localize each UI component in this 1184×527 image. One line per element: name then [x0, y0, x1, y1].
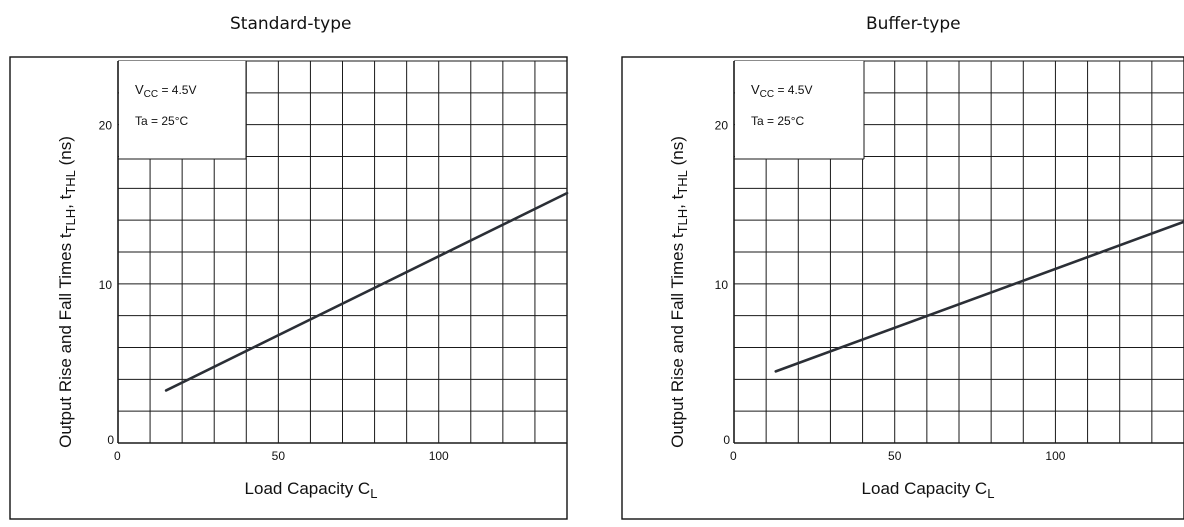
- chart-buffer-type: Buffer-type VCC = 4.5V Ta = 25°C 0 10 20 0 50 1…: [612, 0, 1184, 527]
- x-tick-label: 0: [730, 449, 737, 463]
- x-tick-label: 50: [272, 449, 286, 463]
- annotation-vcc-value: = 4.5V: [774, 83, 812, 97]
- x-tick-label: 0: [114, 449, 121, 463]
- y-tick-label: 0: [107, 433, 114, 447]
- annotation-vcc-sub: CC: [144, 89, 158, 100]
- x-axis-label: Load Capacity CL: [245, 479, 378, 501]
- y-axis-label: Output Rise and Fall Times tTLH, tTHL (n…: [668, 136, 690, 448]
- y-axis-label-sub: THL: [675, 170, 690, 195]
- x-tick-label: 100: [429, 449, 449, 463]
- chart-title: Standard-type: [230, 14, 352, 34]
- annotation-box: [735, 61, 864, 159]
- y-tick-label: 10: [99, 278, 113, 292]
- y-axis-label: Output Rise and Fall Times tTLH, tTHL (n…: [56, 136, 78, 448]
- x-tick-label: 50: [888, 449, 902, 463]
- chart-frame: [621, 56, 1184, 520]
- y-axis-label-mid: , t: [668, 194, 687, 208]
- chart-frame: [9, 56, 568, 520]
- chart-standard-type: Standard-type VCC = 4.5V Ta = 25°C 0 10 20 0 5…: [0, 0, 580, 527]
- chart-title: Buffer-type: [866, 14, 961, 34]
- annotation-ta: Ta = 25°C: [135, 114, 188, 128]
- annotation-vcc-sub: CC: [760, 89, 774, 100]
- x-tick-label: 100: [1045, 449, 1065, 463]
- y-tick-label: 0: [723, 433, 730, 447]
- x-axis-label-sub: L: [370, 486, 377, 501]
- x-axis-label-sub: L: [987, 486, 994, 501]
- y-axis-label-sub: TLH: [63, 209, 78, 234]
- y-axis-label-sub: THL: [63, 170, 78, 195]
- y-axis-label-unit: (ns): [668, 136, 687, 170]
- annotation-box: [119, 61, 246, 159]
- y-tick-label: 20: [99, 119, 113, 133]
- annotation-vcc-value: = 4.5V: [158, 83, 196, 97]
- series-line: [164, 191, 569, 392]
- y-axis-label-sub: TLH: [675, 209, 690, 234]
- y-tick-label: 10: [715, 278, 729, 292]
- y-axis-label-unit: (ns): [56, 136, 75, 170]
- series-line: [774, 220, 1184, 373]
- y-axis-label-mid: , t: [56, 194, 75, 208]
- y-tick-label: 20: [715, 119, 729, 133]
- x-axis-label: Load Capacity CL: [862, 479, 995, 501]
- annotation-ta: Ta = 25°C: [751, 114, 804, 128]
